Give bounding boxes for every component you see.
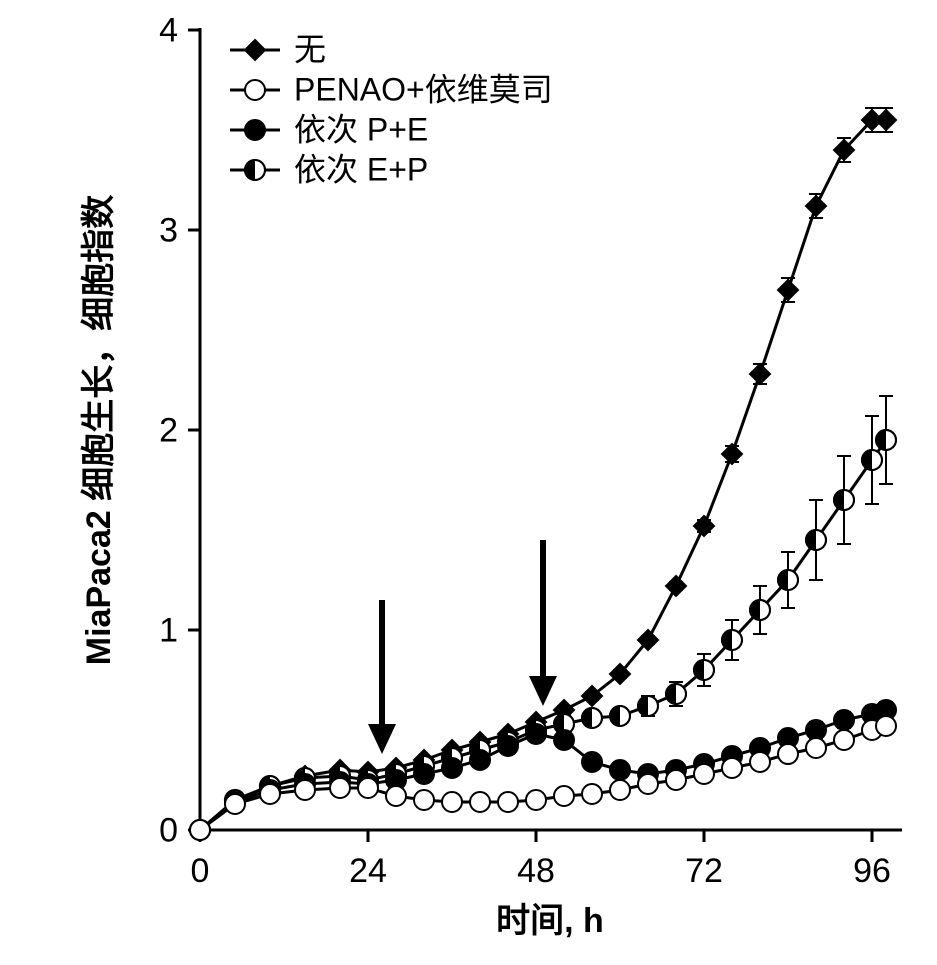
x-tick-label: 24 bbox=[349, 852, 387, 890]
arrow-1 bbox=[529, 540, 557, 706]
legend-label: 依次 E+P bbox=[294, 152, 428, 188]
figure-container: 0 24 48 72 96 0 1 2 3 4 时间, h MiaPaca2 细胞生长，细胞指数 无 PE… bbox=[0, 0, 937, 965]
x-tick-label: 0 bbox=[191, 852, 210, 890]
legend: 无 PENAO+依维莫司依次 P+E 依次 E+P bbox=[230, 32, 553, 188]
y-tick-label: 1 bbox=[159, 611, 178, 649]
x-axis-label: 时间, h bbox=[496, 902, 604, 940]
x-tick-label: 72 bbox=[685, 852, 723, 890]
y-axis-label: MiaPaca2 细胞生长，细胞指数 bbox=[80, 195, 118, 665]
x-tick-label: 96 bbox=[853, 852, 891, 890]
y-tick-label: 2 bbox=[159, 411, 178, 449]
y-tick-label: 4 bbox=[159, 11, 178, 49]
legend-label: 无 bbox=[294, 32, 326, 68]
x-tick-label: 48 bbox=[517, 852, 555, 890]
legend-label: 依次 P+E bbox=[294, 112, 428, 148]
legend-label: PENAO+依维莫司 bbox=[294, 72, 553, 108]
y-tick-label: 0 bbox=[159, 811, 178, 849]
arrow-0 bbox=[368, 600, 396, 754]
y-tick-label: 3 bbox=[159, 211, 178, 249]
chart-svg: 0 24 48 72 96 0 1 2 3 4 时间, h MiaPaca2 细胞生长，细胞指数 无 PE… bbox=[0, 0, 937, 965]
